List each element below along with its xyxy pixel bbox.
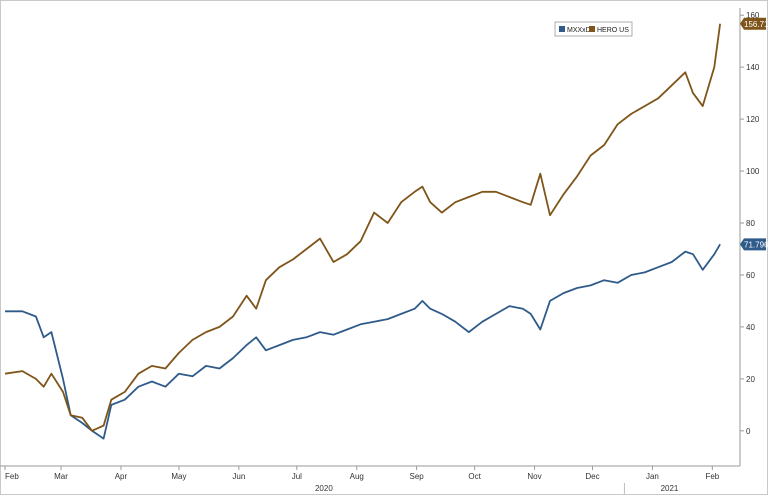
y-tick-label: 140 — [746, 63, 760, 72]
y-tick-label: 0 — [746, 427, 751, 436]
y-tick-label: 20 — [746, 375, 755, 384]
series-end-labels: 71.7969 156.7148 — [740, 17, 768, 251]
y-tick-label: 80 — [746, 219, 755, 228]
y-tick-label: 120 — [746, 115, 760, 124]
x-tick-label: Mar — [54, 472, 68, 481]
end-label-box — [740, 17, 766, 30]
end-label-box — [740, 238, 766, 251]
x-tick-label: Dec — [585, 472, 599, 481]
year-label: 2021 — [661, 484, 679, 493]
x-tick-label: Feb — [5, 472, 19, 481]
legend-swatch — [589, 26, 595, 32]
x-tick-label: Jan — [646, 472, 659, 481]
y-axis-ticks: 0 20 40 60 80 100 120 140 160 — [740, 11, 760, 436]
y-tick-label: 60 — [746, 271, 755, 280]
x-tick-label: Jun — [232, 472, 245, 481]
series-lines — [4, 23, 721, 440]
x-axis-ticks: Feb Mar Apr May Jun Jul Aug Sep Oct Nov Dec Jan Feb 2… — [4, 466, 720, 494]
x-tick-label: Jul — [292, 472, 302, 481]
series-line-hero-us — [4, 23, 721, 432]
x-tick-label: Sep — [410, 472, 425, 481]
x-tick-label: Aug — [350, 472, 364, 481]
x-tick-label: Apr — [115, 472, 128, 481]
end-label-value: 71.7969 — [744, 240, 768, 249]
legend-entry: MXXxD — [567, 27, 591, 34]
legend-entry: HERO US — [597, 27, 629, 34]
x-tick-label: Oct — [468, 472, 481, 481]
legend: MXXxD HERO US — [554, 21, 633, 37]
x-tick-label: Feb — [705, 472, 719, 481]
series-line-mxxxd — [5, 243, 721, 440]
y-tick-label: 160 — [746, 11, 760, 20]
end-label-value: 156.7148 — [744, 20, 768, 29]
year-label: 2020 — [315, 484, 333, 493]
y-tick-label: 40 — [746, 323, 755, 332]
x-tick-label: May — [171, 472, 186, 481]
x-tick-label: Nov — [527, 472, 541, 481]
y-tick-label: 100 — [746, 167, 760, 176]
legend-swatch — [559, 26, 565, 32]
